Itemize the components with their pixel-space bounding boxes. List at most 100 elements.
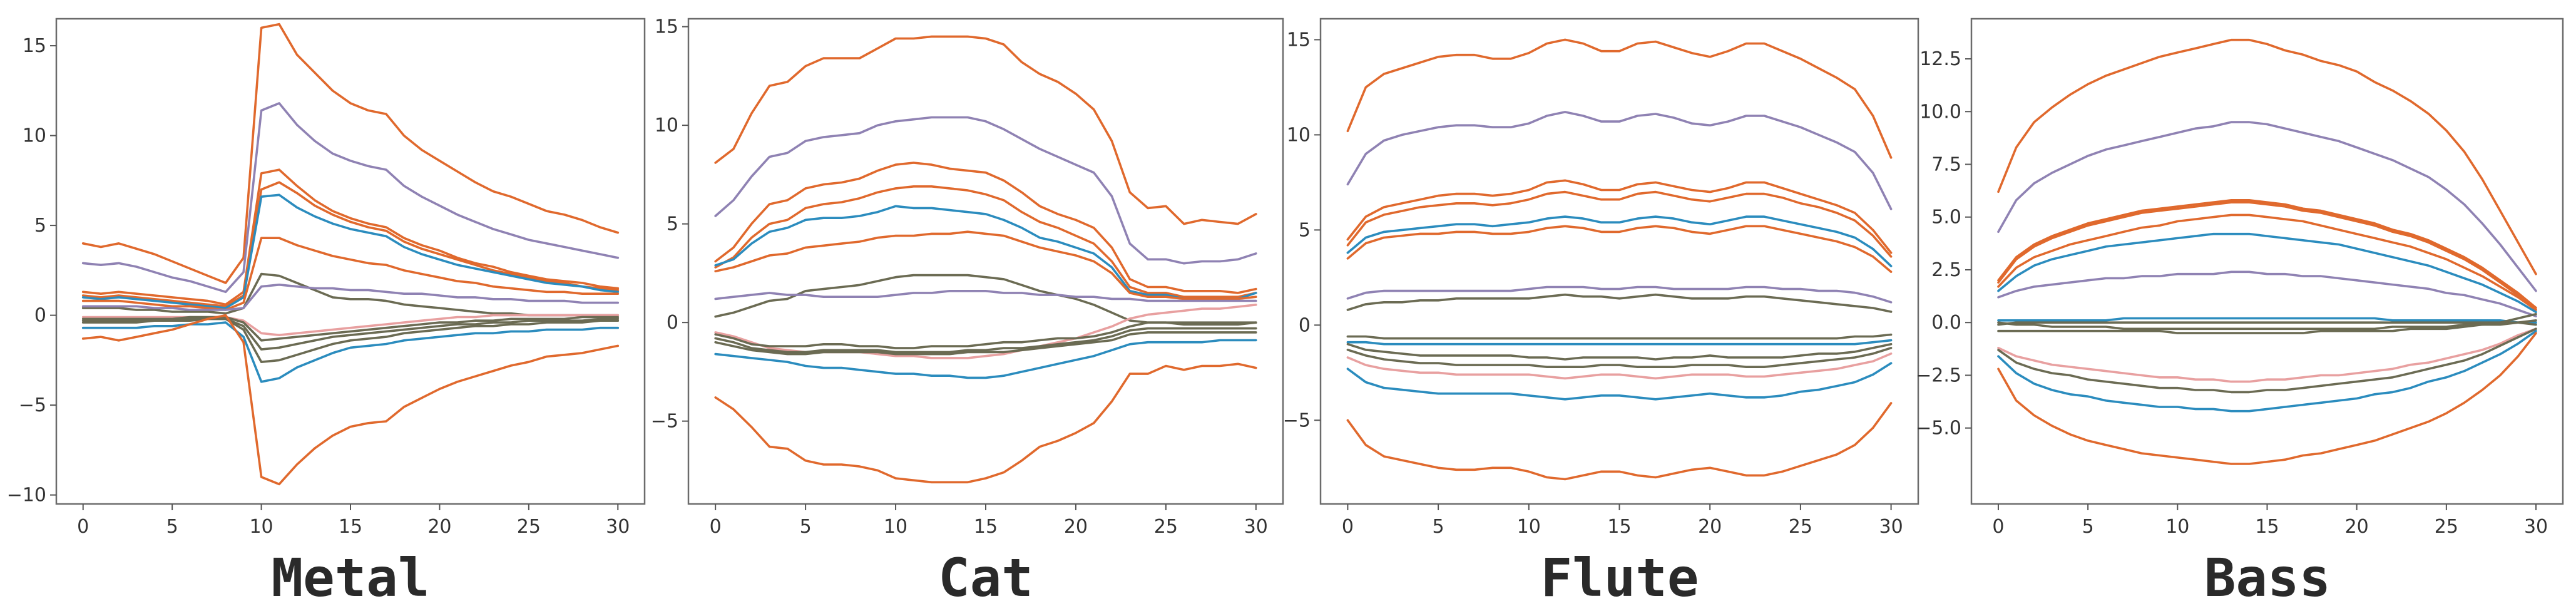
x-tick-label: 25 xyxy=(517,516,541,538)
series-line-9 xyxy=(1997,319,2537,331)
series-line-1 xyxy=(1997,121,2537,292)
x-tick-label: 10 xyxy=(2165,516,2189,538)
series-line-2 xyxy=(1346,179,1893,254)
series-line-0 xyxy=(1346,38,1893,159)
panel-metal: Metal 0 5 10 15 20 25 30 −10 −5 0 5 10 15 xyxy=(7,18,646,606)
y-tick-label: −2.5 xyxy=(1916,364,1961,386)
x-tick-label: 30 xyxy=(606,516,630,538)
y-tick-label: 10 xyxy=(23,125,46,147)
series-line-0 xyxy=(714,35,1257,225)
series-line-11 xyxy=(1346,346,1893,369)
x-tick-label: 30 xyxy=(1244,516,1268,538)
series-line-3 xyxy=(81,181,620,308)
y-tick-label: 7.5 xyxy=(1931,154,1961,176)
x-tick-label: 25 xyxy=(1154,516,1178,538)
series-line-13 xyxy=(1346,362,1893,401)
series-line-6 xyxy=(1346,285,1893,304)
plot-frame xyxy=(1319,18,1919,505)
x-tick-label: 30 xyxy=(2524,516,2548,538)
x-tick-label: 20 xyxy=(427,516,451,538)
series-line-3 xyxy=(714,185,1257,299)
x-tick-label: 0 xyxy=(77,516,89,538)
series-line-11 xyxy=(81,317,620,364)
series-line-1 xyxy=(81,102,620,294)
x-tick-label: 5 xyxy=(1433,516,1444,538)
x-tick-label: 20 xyxy=(2345,516,2369,538)
series-line-7 xyxy=(714,289,1257,302)
series-line-10 xyxy=(1997,312,2537,334)
x-tick-label: 10 xyxy=(1517,516,1541,538)
series-line-14 xyxy=(1997,332,2537,465)
y-tick-label: 10.0 xyxy=(1919,101,1961,123)
series-line-8 xyxy=(1346,333,1893,340)
y-tick-label: −5.0 xyxy=(1916,418,1961,439)
x-tick-label: 10 xyxy=(249,516,273,538)
y-tick-label: 5.0 xyxy=(1931,207,1961,229)
series-line-1 xyxy=(1346,111,1893,210)
series-line-0 xyxy=(81,23,620,284)
panel-flute: Flute 0 5 10 15 20 25 30 −5 0 5 10 15 xyxy=(1283,18,1919,606)
plot-frame xyxy=(1970,18,2564,505)
y-tick-label: 15 xyxy=(23,35,46,57)
x-tick-label: 15 xyxy=(2255,516,2279,538)
panel-title: Bass xyxy=(2204,547,2331,606)
x-tick-label: 5 xyxy=(2082,516,2094,538)
series-line-11 xyxy=(1997,327,2537,383)
series-line-9 xyxy=(714,321,1257,349)
y-tick-label: 15 xyxy=(1287,29,1311,51)
series-line-10 xyxy=(1346,342,1893,361)
series-line-6 xyxy=(1997,270,2537,317)
y-tick-label: −5 xyxy=(651,411,678,433)
x-tick-label: 15 xyxy=(1607,516,1631,538)
x-tick-label: 15 xyxy=(974,516,998,538)
series-line-0 xyxy=(1997,38,2537,275)
series-line-12 xyxy=(714,339,1257,379)
y-tick-label: −5 xyxy=(19,394,46,416)
y-tick-label: 10 xyxy=(1287,124,1311,146)
panel-title: Metal xyxy=(272,547,430,606)
x-tick-label: 25 xyxy=(1789,516,1812,538)
series-line-2 xyxy=(1997,198,2537,309)
series-line-10 xyxy=(714,327,1257,354)
series-line-13 xyxy=(81,314,620,486)
x-tick-label: 20 xyxy=(1064,516,1088,538)
series-line-13 xyxy=(714,362,1257,484)
series-line-7 xyxy=(81,283,620,311)
series-line-5 xyxy=(714,230,1257,300)
series-line-2 xyxy=(81,168,620,306)
y-tick-label: 0 xyxy=(34,305,46,327)
series-line-7 xyxy=(1346,293,1893,313)
x-tick-label: 5 xyxy=(166,516,178,538)
y-tick-label: 5 xyxy=(667,213,678,235)
panel-title: Cat xyxy=(938,547,1033,606)
plot-frame xyxy=(55,18,646,505)
series-line-5 xyxy=(81,237,620,311)
series-line-11 xyxy=(714,331,1257,356)
series-line-3 xyxy=(1346,190,1893,258)
series-line-4 xyxy=(1346,215,1893,267)
y-tick-label: 5 xyxy=(34,215,46,237)
x-tick-label: 0 xyxy=(1992,516,2004,538)
series-line-5 xyxy=(1997,232,2537,314)
x-tick-label: 5 xyxy=(800,516,812,538)
x-tick-label: 0 xyxy=(710,516,722,538)
y-tick-label: 12.5 xyxy=(1919,48,1961,70)
y-tick-label: 10 xyxy=(655,115,678,136)
series-line-14 xyxy=(1346,402,1893,481)
series-line-12 xyxy=(1997,327,2537,394)
series-line-4 xyxy=(1997,213,2537,311)
series-line-4 xyxy=(714,205,1257,300)
y-tick-label: 0 xyxy=(1299,314,1311,336)
series-line-8 xyxy=(81,314,620,337)
series-line-1 xyxy=(714,116,1257,265)
y-tick-label: −5 xyxy=(1283,409,1311,431)
series-line-8 xyxy=(1997,321,2537,326)
x-tick-label: 10 xyxy=(884,516,907,538)
series-line-2 xyxy=(714,162,1257,294)
series-line-13 xyxy=(1997,329,2537,413)
y-tick-label: 2.5 xyxy=(1931,259,1961,281)
y-tick-label: 0.0 xyxy=(1931,312,1961,334)
y-tick-label: 15 xyxy=(655,16,678,38)
series-line-9 xyxy=(1346,339,1893,346)
